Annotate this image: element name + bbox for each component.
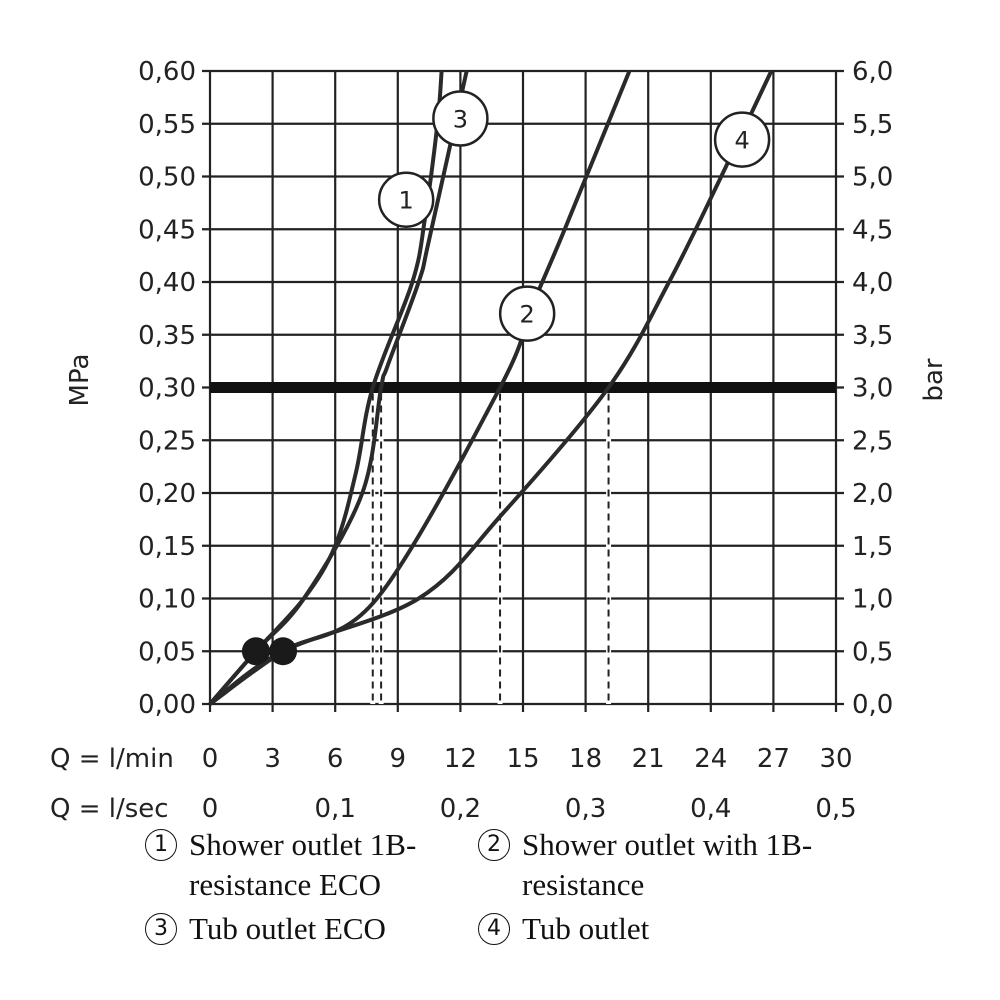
y-tick-label-left: 0,25 — [138, 426, 196, 456]
legend-item-4: 4 Tub outlet — [478, 909, 878, 949]
y-tick-label-left: 0,35 — [138, 321, 196, 351]
x-tick-label-lmin: 18 — [569, 744, 602, 774]
minimum-pressure-dot — [269, 637, 298, 666]
x-tick-label-lsec: 0,3 — [565, 794, 606, 824]
y-tick-label-right: 1,5 — [852, 532, 893, 562]
y-tick-label-right: 0,0 — [852, 690, 893, 720]
legend-marker-4: 4 — [478, 913, 510, 945]
x-tick-label-lmin: 30 — [819, 744, 852, 774]
legend-label-1: Shower outlet 1B-resistance ECO — [189, 827, 417, 902]
legend-label-3: Tub outlet ECO — [189, 911, 386, 946]
curve-marker-label-3: 3 — [453, 105, 468, 133]
y-tick-label-right: 3,0 — [852, 374, 893, 404]
curve-marker-label-1: 1 — [399, 187, 414, 215]
x-tick-label-lmin: 15 — [506, 744, 539, 774]
y-tick-label-right: 2,0 — [852, 479, 893, 509]
x-tick-label-lmin: 0 — [202, 744, 219, 774]
y-tick-label-right: 1,0 — [852, 585, 893, 615]
series-curve-4 — [208, 70, 774, 706]
x-tick-label-lmin: 9 — [390, 744, 407, 774]
x-tick-label-lmin: 21 — [632, 744, 665, 774]
y-tick-label-right: 5,5 — [852, 110, 893, 140]
y-tick-label-right: 6,0 — [852, 57, 893, 87]
curve-marker-3 — [432, 90, 489, 147]
y-axis-label-right: bar — [919, 358, 949, 401]
legend-item-3: 3 Tub outlet ECO — [145, 909, 475, 949]
y-tick-label-left: 0,45 — [138, 215, 196, 245]
y-tick-label-left: 0,15 — [138, 532, 196, 562]
x-tick-label-lsec: 0,5 — [815, 794, 856, 824]
x-tick-label-lmin: 6 — [327, 744, 344, 774]
y-tick-label-right: 3,5 — [852, 321, 893, 351]
y-tick-label-right: 2,5 — [852, 426, 893, 456]
tick-labels: 0,000,050,100,150,200,250,300,350,400,45… — [138, 57, 893, 824]
y-tick-label-right: 5,0 — [852, 163, 893, 193]
minimum-pressure-dot — [241, 637, 270, 666]
y-tick-label-right: 0,5 — [852, 637, 893, 667]
x-axis-label-lsec: Q = l/sec — [50, 794, 169, 824]
legend-marker-3: 3 — [145, 913, 177, 945]
legend-label-4: Tub outlet — [522, 911, 650, 946]
legend-marker-1: 1 — [145, 829, 177, 861]
curve-marker-1 — [377, 171, 435, 228]
curve-marker-label-4: 4 — [734, 127, 749, 155]
curve-marker-4 — [713, 111, 771, 168]
legend-label-2: Shower outlet with 1B-resistance — [522, 827, 813, 902]
x-tick-label-lmin: 12 — [444, 744, 477, 774]
y-tick-label-left: 0,50 — [138, 163, 196, 193]
x-tick-label-lsec: 0,2 — [440, 794, 481, 824]
series-layer: 1 2 3 4 — [208, 70, 774, 706]
curve-marker-label-2: 2 — [520, 301, 535, 329]
legend-item-1: 1 Shower outlet 1B-resistance ECO — [145, 825, 475, 905]
x-tick-label-lsec: 0 — [202, 794, 219, 824]
x-tick-label-lmin: 24 — [694, 744, 727, 774]
series-curve-3 — [208, 70, 469, 706]
y-axis-label-left: MPa — [65, 354, 95, 407]
legend-marker-2: 2 — [478, 829, 510, 861]
x-tick-label-lsec: 0,1 — [315, 794, 356, 824]
x-tick-label-lsec: 0,4 — [690, 794, 731, 824]
y-tick-label-right: 4,5 — [852, 215, 893, 245]
legend-item-2: 2 Shower outlet with 1B-resistance — [478, 825, 878, 905]
y-tick-label-left: 0,00 — [138, 690, 196, 720]
x-tick-label-lmin: 3 — [264, 744, 281, 774]
x-tick-label-lmin: 27 — [757, 744, 790, 774]
y-tick-label-left: 0,10 — [138, 585, 196, 615]
y-tick-label-left: 0,30 — [138, 374, 196, 404]
x-axis-label-lmin: Q = l/min — [50, 744, 174, 774]
y-tick-label-left: 0,05 — [138, 637, 196, 667]
curve-marker-2 — [498, 285, 556, 342]
y-tick-label-right: 4,0 — [852, 268, 893, 298]
y-tick-label-left: 0,40 — [138, 268, 196, 298]
y-tick-label-left: 0,60 — [138, 57, 196, 87]
y-tick-label-left: 0,20 — [138, 479, 196, 509]
y-tick-label-left: 0,55 — [138, 110, 196, 140]
